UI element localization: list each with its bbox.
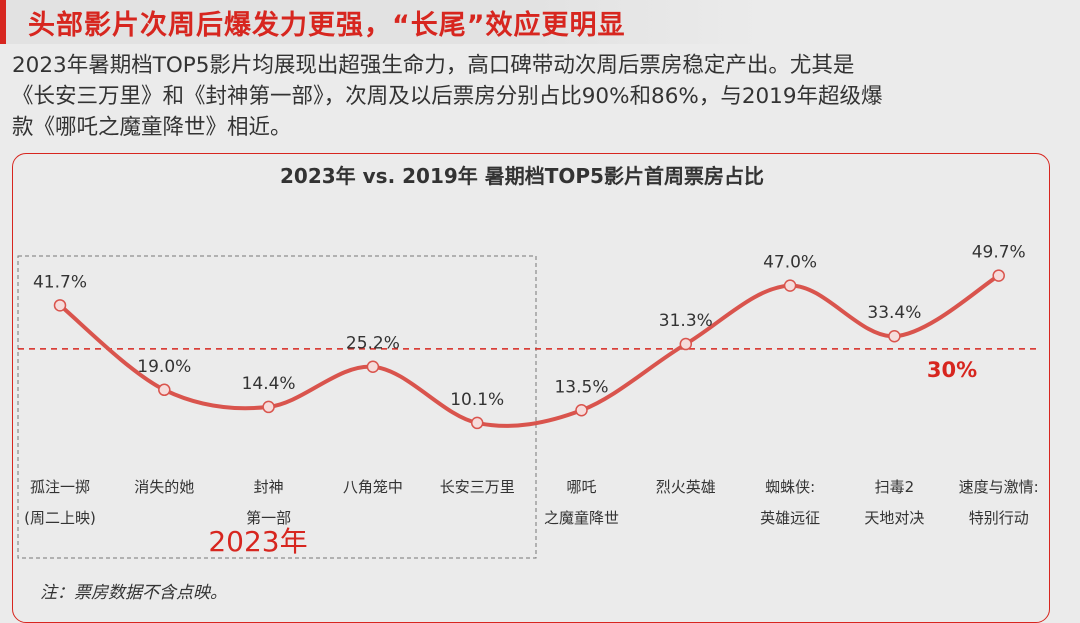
category-label: 八角笼中 [343, 478, 403, 496]
data-label: 49.7% [972, 243, 1026, 263]
chart-title: 2023年 vs. 2019年 暑期档TOP5影片首周票房占比 [280, 164, 764, 188]
category-label: 天地对决 [864, 509, 924, 527]
headline-accent-bar [0, 0, 6, 44]
description-line-1: 2023年暑期档TOP5影片均展现出超强生命力，高口碑带动次周后票房稳定产出。尤… [12, 53, 855, 78]
data-point [53, 299, 67, 312]
data-point [158, 383, 171, 397]
category-label: 速度与激情: [959, 478, 1039, 496]
category-label: 长安三万里 [440, 478, 515, 496]
data-point [679, 337, 693, 351]
category-label: 烈火英雄 [656, 478, 716, 496]
series-line [58, 273, 1001, 428]
description-line-3: 款《哪吒之魔童降世》相近。 [12, 115, 292, 140]
category-label: 扫毒2 [875, 478, 915, 496]
data-label: 25.2% [346, 334, 400, 354]
data-point [783, 279, 797, 292]
data-label: 10.1% [450, 390, 504, 410]
category-label: 封神 [254, 478, 284, 496]
category-label: 第一部 [246, 509, 291, 527]
footnote: 注：票房数据不含点映。 [40, 583, 227, 603]
headline-banner: 头部影片次周后爆发力更强，“长尾”效应更明显 [0, 0, 760, 44]
category-label: 哪吒 [566, 478, 596, 496]
data-point [262, 400, 275, 414]
data-point [575, 404, 588, 417]
data-label: 19.0% [137, 357, 191, 377]
data-label: 47.0% [763, 253, 817, 273]
data-point [366, 360, 380, 373]
data-label: 31.3% [659, 311, 713, 331]
description: 2023年暑期档TOP5影片均展现出超强生命力，高口碑带动次周后票房稳定产出。尤… [12, 50, 1072, 143]
category-label: 蜘蛛侠: [765, 478, 815, 496]
category-label: 之魔童降世 [544, 509, 619, 527]
category-label: 消失的她 [134, 478, 194, 496]
data-label: 13.5% [554, 377, 608, 397]
category-label: 特别行动 [969, 509, 1029, 527]
data-point [470, 416, 484, 430]
data-label: 41.7% [33, 272, 87, 292]
data-label: 14.4% [242, 374, 296, 394]
headline-title: 头部影片次周后爆发力更强，“长尾”效应更明显 [28, 9, 626, 41]
description-line-2: 《长安三万里》和《封神第一部》，次周及以后票房分别占比90%和86%，与2019… [12, 84, 883, 109]
group-2023-label: 2023年 [208, 525, 307, 558]
category-label: 英雄远征 [760, 509, 820, 527]
category-label: (周二上映) [24, 509, 96, 527]
group-2023-box [17, 255, 537, 559]
reference-line-label: 30% [927, 358, 977, 382]
data-point [888, 329, 901, 343]
data-label: 33.4% [867, 303, 921, 323]
category-label: 孤注一掷 [30, 478, 90, 496]
data-point [992, 269, 1005, 282]
